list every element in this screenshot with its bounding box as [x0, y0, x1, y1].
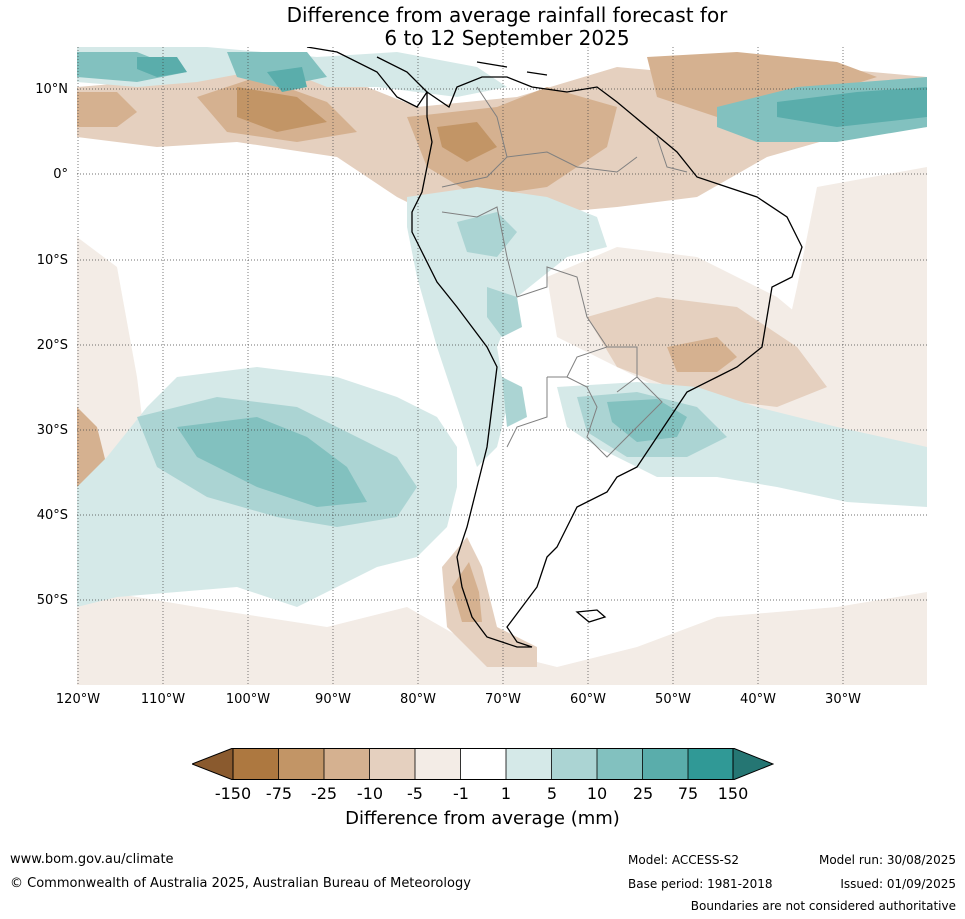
rainfall-map [77, 47, 927, 685]
footer-website: www.bom.gov.au/climate [10, 852, 174, 867]
lat-label-20s: 20°S [36, 338, 68, 353]
colorbar-tick-4: -10 [356, 784, 384, 803]
dry-area-patagonia-core [452, 562, 482, 622]
colorbar-swatch-10 [642, 748, 688, 780]
colorbar-swatch-5 [415, 748, 461, 780]
colorbar-swatch-9 [597, 748, 643, 780]
lon-label-100w: 100°W [225, 692, 271, 707]
wet-area-atlantic-north-core [777, 87, 927, 127]
lat-label-0: 0° [53, 167, 68, 182]
lon-label-60w: 60°W [570, 692, 606, 707]
wet-anomaly-areas [77, 47, 927, 607]
coastline [306, 47, 803, 648]
colorbar-tick-5: -5 [407, 784, 423, 803]
footer-issued: Issued: 01/09/2025 [840, 877, 956, 891]
footer-model-run: Model run: 30/08/2025 [818, 853, 956, 867]
colorbar-swatch-7 [506, 748, 552, 780]
lon-label-70w: 70°W [485, 692, 521, 707]
colorbar-tick-6: -1 [453, 784, 469, 803]
lon-label-80w: 80°W [400, 692, 436, 707]
colorbar-tick-2: -75 [265, 784, 293, 803]
title-line-1: Difference from average rainfall forecas… [286, 3, 728, 27]
gridlines [77, 47, 927, 685]
footer-base-period: Base period: 1981-2018 [628, 877, 773, 891]
colorbar-swatch-2 [278, 748, 324, 780]
lon-label-50w: 50°W [655, 692, 691, 707]
dry-anomaly-areas [77, 52, 927, 685]
colorbar-swatch-8 [551, 748, 597, 780]
lat-label-40s: 40°S [36, 508, 68, 523]
colorbar-swatch-6 [460, 748, 506, 780]
lat-label-50s: 50°S [36, 593, 68, 608]
south-america-coast [411, 76, 803, 648]
dry-area-north-core [237, 87, 497, 162]
lon-label-110w: 110°W [140, 692, 186, 707]
colorbar-arrow-wet [732, 748, 774, 780]
colorbar-swatch-4 [369, 748, 415, 780]
colorbar-tick-11: 75 [677, 784, 699, 803]
colorbar-tick-8: 5 [546, 784, 558, 803]
wet-area-south-atlantic-core [607, 399, 687, 442]
wet-area-south-pacific-core [177, 417, 367, 507]
lat-label-10n: 10°N [35, 82, 68, 97]
colorbar-label: Difference from average (mm) [345, 808, 620, 829]
lat-label-30s: 30°S [36, 423, 68, 438]
lon-label-120w: 120°W [55, 692, 101, 707]
wet-area-caribbean-core [137, 57, 307, 92]
dry-area-brazil-core [667, 337, 737, 372]
colorbar-tick-7: 1 [500, 784, 512, 803]
map-svg [77, 47, 927, 685]
caribbean-islands [476, 61, 548, 76]
colorbar [192, 748, 774, 780]
dry-area-south [77, 587, 927, 685]
colorbar-tick-3: -25 [310, 784, 338, 803]
lat-label-10s: 10°S [36, 253, 68, 268]
falkland-islands [575, 609, 607, 623]
colorbar-swatch-11 [688, 748, 733, 780]
country-borders [441, 86, 688, 458]
colorbar-swatch-1 [233, 748, 279, 780]
colorbar-swatch-3 [324, 748, 370, 780]
colorbar-tick-12: 150 [717, 784, 749, 803]
lon-label-90w: 90°W [315, 692, 351, 707]
colorbar-tick-1: -150 [214, 784, 252, 803]
wet-area-amazon-west [407, 187, 607, 467]
colorbar-tick-9: 10 [586, 784, 608, 803]
central-america-coast [306, 47, 428, 108]
colorbar-tick-10: 25 [632, 784, 654, 803]
lon-label-40w: 40°W [740, 692, 776, 707]
footer-disclaimer: Boundaries are not considered authoritat… [690, 899, 956, 913]
map-title: Difference from average rainfall forecas… [0, 4, 965, 50]
title-line-2: 6 to 12 September 2025 [384, 26, 630, 50]
wet-area-amazon-mid [457, 212, 527, 427]
footer-model: Model: ACCESS-S2 [628, 853, 740, 867]
footer-copyright: © Commonwealth of Australia 2025, Austra… [10, 876, 471, 891]
colorbar-arrow-dry [192, 748, 234, 780]
lon-label-30w: 30°W [825, 692, 861, 707]
